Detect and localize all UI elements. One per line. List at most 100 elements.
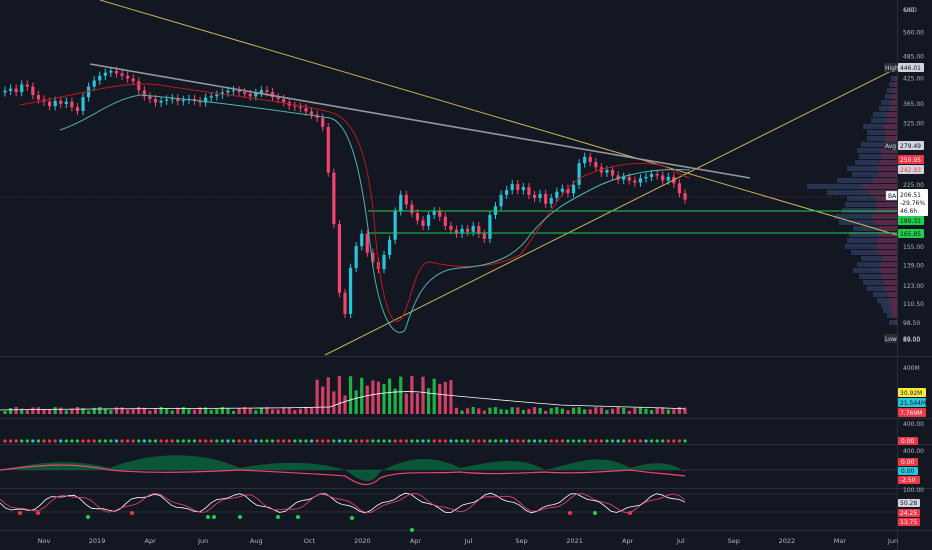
indicator-dot <box>332 439 336 443</box>
x-tick-label: Oct <box>304 537 316 545</box>
indicator-dot <box>599 439 603 443</box>
indicator-dot <box>14 439 18 443</box>
indicator-dot <box>387 439 392 443</box>
indicator-dot <box>209 439 213 443</box>
indicator-dot <box>304 439 308 443</box>
ind2-value-3: -2.50 <box>900 477 916 484</box>
volume-bar <box>231 410 236 414</box>
volume-bar <box>532 407 537 414</box>
indicator-dot <box>348 439 353 443</box>
candle-body <box>87 86 91 98</box>
ind3-value-2: 24.25 <box>900 510 917 517</box>
candle-body <box>661 175 665 181</box>
indicator-dot <box>399 439 403 443</box>
candle-body <box>399 194 403 212</box>
volume-profile-bar <box>845 202 897 207</box>
candle-body <box>666 176 670 181</box>
volume-bar <box>610 408 615 414</box>
volume-bar <box>192 409 197 414</box>
indicator-dot <box>471 439 475 443</box>
y-tick-label: 139.00 <box>903 262 924 269</box>
candle-body <box>404 194 408 205</box>
signal-dot <box>568 511 572 515</box>
high-value: 446.01 <box>900 65 921 72</box>
volume-profile-bar <box>867 286 897 291</box>
candle-body <box>103 72 107 76</box>
resistance-trendline <box>89 63 751 179</box>
volume-bar <box>482 410 486 414</box>
volume-scale-label: 400M <box>903 365 920 372</box>
volume-profile-bar <box>861 184 897 189</box>
moving-averages <box>19 83 691 333</box>
volume-bar <box>443 381 447 414</box>
volume-bar <box>126 409 130 414</box>
y-tick-label: 485.00 <box>903 53 924 60</box>
volume-profile <box>807 76 897 325</box>
volume-bar <box>521 409 525 414</box>
volume-bar <box>427 388 431 414</box>
volume-bar <box>176 407 180 414</box>
volume-bar <box>120 407 124 414</box>
volume-value-1: 30.92M <box>900 390 922 397</box>
volume-bar <box>661 407 665 414</box>
indicator-dot <box>477 439 481 443</box>
indicator-dot <box>287 439 291 443</box>
x-tick-label: 2019 <box>89 537 106 545</box>
volume-profile-bar <box>876 244 897 249</box>
volume-bars <box>0 376 687 414</box>
ind2-scale: 400.00 <box>903 448 924 455</box>
indicator-dot <box>555 439 559 443</box>
indicator-dot <box>204 439 208 443</box>
indicator-dot <box>627 439 631 443</box>
level-242: 242.93 <box>900 167 921 174</box>
volume-bar <box>421 376 425 414</box>
volume-profile-bar <box>894 76 897 81</box>
volume-bar <box>677 407 682 414</box>
volume-profile-bar <box>885 136 897 141</box>
indicator-dot <box>192 439 197 443</box>
indicator-dot <box>427 439 431 443</box>
volume-bar <box>683 407 687 414</box>
last-price: 206.51 <box>900 192 921 199</box>
volume-bar <box>53 407 57 414</box>
volume-profile-bar <box>857 148 897 153</box>
candle-body <box>259 90 263 93</box>
signal-dot <box>350 516 354 520</box>
x-tick-label: Apr <box>145 537 157 545</box>
volume-profile-bar <box>861 256 897 261</box>
candle-body <box>254 92 258 97</box>
indicator-dot <box>365 439 369 443</box>
volume-profile-bar <box>845 244 897 249</box>
volume-profile-bar <box>885 286 897 291</box>
volume-bar <box>571 407 576 414</box>
indicator-dot <box>243 439 247 443</box>
indicator-dot <box>53 439 57 443</box>
trend-lines <box>0 0 898 356</box>
volume-profile-bar <box>877 232 897 237</box>
volume-bar <box>460 410 464 414</box>
volume-profile-bar <box>849 232 897 237</box>
candle-body <box>170 98 174 100</box>
volume-profile-bar <box>889 298 897 303</box>
volume-bar <box>544 410 548 414</box>
candle-body <box>126 75 130 79</box>
volume-bar <box>181 407 185 414</box>
volume-bar <box>109 409 113 414</box>
volume-bar <box>36 407 41 414</box>
volume-profile-bar <box>863 280 897 285</box>
candle-body <box>644 176 648 179</box>
candle-body <box>371 252 375 262</box>
volume-profile-bar <box>835 214 897 219</box>
volume-profile-bar <box>883 308 897 313</box>
volume-bar <box>605 410 609 414</box>
volume-profile-bar <box>857 262 897 267</box>
ind2-value-2: 0.00 <box>901 468 915 475</box>
volume-profile-bar <box>807 184 897 189</box>
volume-bar <box>549 408 553 414</box>
x-tick-label: Jul <box>676 537 685 545</box>
indicator-dot <box>276 439 280 443</box>
volume-profile-bar <box>851 250 897 255</box>
candle-body <box>505 190 509 195</box>
indicator-dot <box>148 439 152 443</box>
